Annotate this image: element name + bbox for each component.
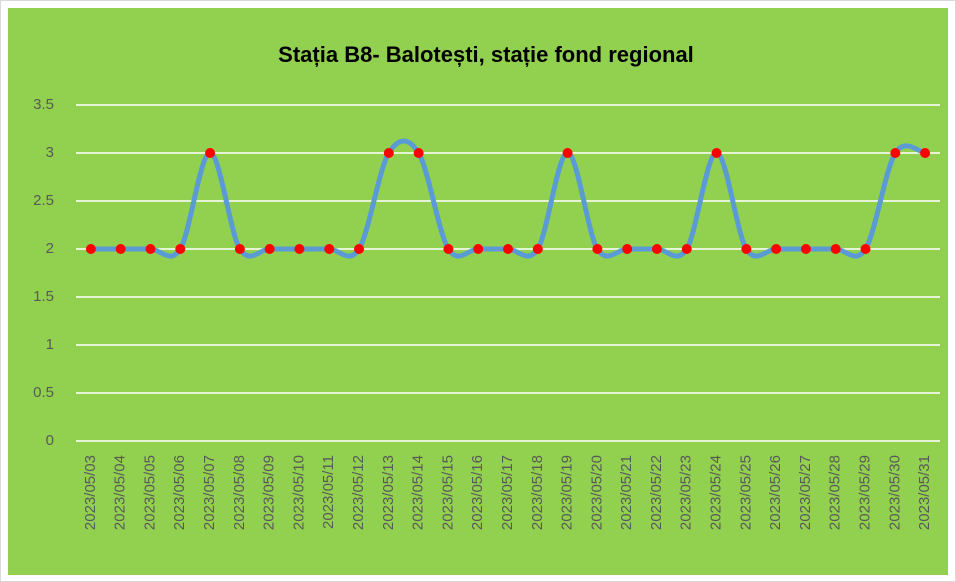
data-point [622,244,633,254]
data-point [294,244,305,254]
data-point [562,148,573,158]
x-tick-label: 2023/05/30 [886,455,903,530]
data-point [800,244,811,254]
x-tick-label: 2023/05/23 [678,455,695,530]
data-point [860,244,871,254]
data-point [830,244,841,254]
x-tick-label: 2023/05/06 [171,455,188,530]
x-tick-label: 2023/05/11 [320,455,337,529]
x-tick-label: 2023/05/14 [410,455,427,530]
data-point [205,148,216,158]
data-point [324,244,335,254]
x-tick-label: 2023/05/13 [380,455,397,530]
x-tick-label: 2023/05/04 [112,455,129,530]
data-point [234,244,245,254]
x-tick-label: 2023/05/20 [588,455,605,530]
x-tick-label: 2023/05/28 [827,455,844,530]
chart-area [8,8,948,575]
x-tick-label: 2023/05/18 [529,455,546,530]
x-tick-label: 2023/05/10 [290,455,307,530]
data-point [771,244,782,254]
data-point [264,244,275,254]
data-point [681,244,692,254]
y-tick-label: 2 [46,240,54,257]
x-tick-label: 2023/05/19 [559,455,576,530]
x-tick-label: 2023/05/08 [231,455,248,530]
x-tick-label: 2023/05/21 [618,455,635,530]
x-tick-label: 2023/05/03 [82,455,99,530]
data-point [175,244,186,254]
x-tick-label: 2023/05/07 [201,455,218,530]
y-tick-label: 0.5 [33,384,54,401]
data-point [115,244,126,254]
x-tick-label: 2023/05/15 [439,455,456,530]
x-tick-label: 2023/05/12 [350,455,367,530]
data-point [920,148,931,158]
y-tick-label: 2.5 [33,192,54,209]
x-tick-label: 2023/05/26 [767,455,784,530]
x-tick-label: 2023/05/25 [737,455,754,530]
x-tick-label: 2023/05/16 [469,455,486,530]
y-tick-label: 3.5 [33,96,54,113]
x-tick-label: 2023/05/22 [648,455,665,530]
y-tick-label: 0 [46,432,54,449]
x-tick-label: 2023/05/17 [499,455,516,530]
data-point [651,244,662,254]
data-point [532,244,543,254]
data-point [473,244,484,254]
data-point [145,244,156,254]
y-tick-label: 1.5 [33,288,54,305]
y-tick-label: 1 [46,336,54,353]
x-tick-label: 2023/05/31 [916,455,933,530]
data-point [443,244,454,254]
chart-title: Stația B8- Balotești, stație fond region… [278,42,694,67]
data-point [85,244,96,254]
x-tick-label: 2023/05/27 [797,455,814,530]
data-point [413,148,424,158]
x-tick-label: 2023/05/09 [261,455,278,530]
data-point [503,244,513,254]
x-tick-label: 2023/05/24 [708,455,725,530]
data-point [383,148,394,158]
data-point [592,244,603,254]
data-point [711,148,722,158]
y-tick-label: 3 [46,144,54,161]
data-point [890,148,901,158]
x-tick-label: 2023/05/05 [141,455,158,530]
data-point [354,244,365,254]
x-tick-label: 2023/05/29 [856,455,873,530]
data-point [741,244,752,254]
